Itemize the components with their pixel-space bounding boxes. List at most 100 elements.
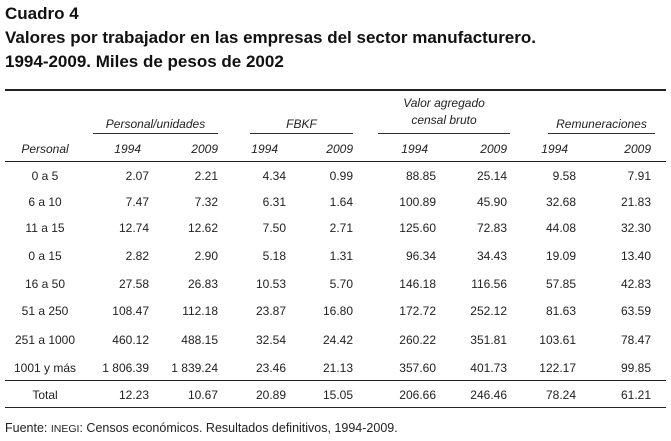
cell-value: 12.62	[187, 221, 218, 235]
row-label: 1001 y más	[13, 361, 77, 375]
cell-value: 42.83	[620, 277, 651, 291]
group-header: FBKF	[286, 117, 317, 131]
cell-value: 7.47	[125, 195, 149, 209]
table-number: Cuadro 4	[5, 4, 79, 23]
cell-value: 460.12	[112, 333, 149, 347]
cell-value: 116.56	[471, 277, 507, 291]
cell-value: 7.50	[262, 221, 286, 235]
cell-value: 63.59	[620, 304, 651, 318]
total-rule	[5, 380, 666, 381]
table-title: Valores por trabajador en las empresas d…	[5, 28, 536, 47]
year-header: 2009	[326, 142, 353, 156]
cell-value: 1 839.24	[171, 361, 218, 375]
cell-value: 1 806.39	[102, 361, 149, 375]
stub-header: Personal	[21, 142, 69, 156]
cell-value: 172.72	[399, 304, 436, 318]
total-value: 15.05	[322, 388, 353, 402]
group-underline	[93, 133, 218, 134]
cell-value: 23.46	[255, 361, 286, 375]
cell-value: 13.40	[620, 249, 651, 263]
total-value: 78.24	[545, 388, 576, 402]
cell-value: 10.53	[255, 277, 286, 291]
cell-value: 260.22	[399, 333, 436, 347]
cell-value: 4.34	[262, 169, 286, 183]
cell-value: 2.90	[194, 249, 218, 263]
row-label: 0 a 5	[31, 169, 59, 183]
row-label: 6 a 10	[28, 195, 62, 209]
total-value: 10.67	[187, 388, 218, 402]
year-header: 2009	[191, 142, 218, 156]
total-value: 20.89	[255, 388, 286, 402]
bottom-rule	[5, 407, 666, 408]
table-subtitle: 1994-2009. Miles de pesos de 2002	[5, 52, 284, 71]
top-rule	[5, 89, 666, 91]
total-label: Total	[32, 388, 58, 402]
cell-value: 19.09	[545, 249, 576, 263]
group-header: Remuneraciones	[556, 117, 647, 131]
cell-value: 122.17	[539, 361, 576, 375]
cell-value: 26.83	[187, 277, 218, 291]
cell-value: 25.14	[476, 169, 507, 183]
cell-value: 21.83	[620, 195, 651, 209]
cell-value: 6.31	[262, 195, 286, 209]
cell-value: 21.13	[322, 361, 353, 375]
source-note: Fuente: INEGI: Censos económicos. Result…	[5, 421, 398, 435]
cell-value: 357.60	[399, 361, 436, 375]
cell-value: 2.07	[125, 169, 149, 183]
cell-value: 0.99	[329, 169, 353, 183]
cell-value: 72.83	[476, 221, 507, 235]
year-header: 1994	[401, 142, 428, 156]
group-underline	[548, 133, 655, 134]
group-header: Personal/unidades	[105, 117, 206, 131]
header-rule	[5, 161, 666, 162]
row-label: 51 a 250	[21, 304, 69, 318]
group-underline	[250, 133, 353, 134]
cell-value: 488.15	[181, 333, 218, 347]
source-prefix: Fuente:	[5, 421, 51, 435]
row-label: 251 a 1000	[14, 333, 76, 347]
cell-value: 351.81	[470, 333, 507, 347]
cell-value: 108.47	[112, 304, 149, 318]
cell-value: 1.31	[329, 249, 353, 263]
row-label: 0 a 15	[28, 249, 62, 263]
cell-value: 88.85	[405, 169, 436, 183]
cell-value: 57.85	[545, 277, 576, 291]
cell-value: 5.70	[329, 277, 353, 291]
cell-value: 100.89	[399, 195, 436, 209]
group-header-line2: censal bruto	[411, 113, 477, 127]
year-header: 1994	[114, 142, 141, 156]
year-header: 2009	[624, 142, 651, 156]
cell-value: 103.61	[539, 333, 576, 347]
row-label: 11 a 15	[25, 221, 65, 235]
total-value: 61.21	[620, 388, 651, 402]
cell-value: 44.08	[545, 221, 576, 235]
cell-value: 7.91	[627, 169, 651, 183]
cell-value: 32.68	[545, 195, 576, 209]
cell-value: 9.58	[552, 169, 576, 183]
cell-value: 112.18	[182, 304, 218, 318]
group-header: Valor agregado	[403, 96, 485, 110]
cell-value: 5.18	[262, 249, 286, 263]
cell-value: 34.43	[476, 249, 507, 263]
group-underline	[378, 133, 510, 134]
cell-value: 23.87	[255, 304, 286, 318]
cell-value: 16.80	[322, 304, 353, 318]
total-value: 246.46	[470, 388, 507, 402]
year-header: 1994	[541, 142, 568, 156]
total-value: 12.23	[118, 388, 149, 402]
cell-value: 45.90	[476, 195, 507, 209]
cell-value: 96.34	[405, 249, 436, 263]
cell-value: 1.64	[329, 195, 353, 209]
row-label: 16 a 50	[24, 277, 66, 291]
cell-value: 99.85	[620, 361, 651, 375]
cell-value: 32.30	[620, 221, 651, 235]
cell-value: 2.21	[194, 169, 218, 183]
cell-value: 252.12	[470, 304, 507, 318]
cell-value: 32.54	[255, 333, 286, 347]
cell-value: 27.58	[118, 277, 149, 291]
cell-value: 146.18	[399, 277, 436, 291]
cell-value: 81.63	[545, 304, 576, 318]
cell-value: 2.71	[329, 221, 353, 235]
cell-value: 78.47	[620, 333, 651, 347]
